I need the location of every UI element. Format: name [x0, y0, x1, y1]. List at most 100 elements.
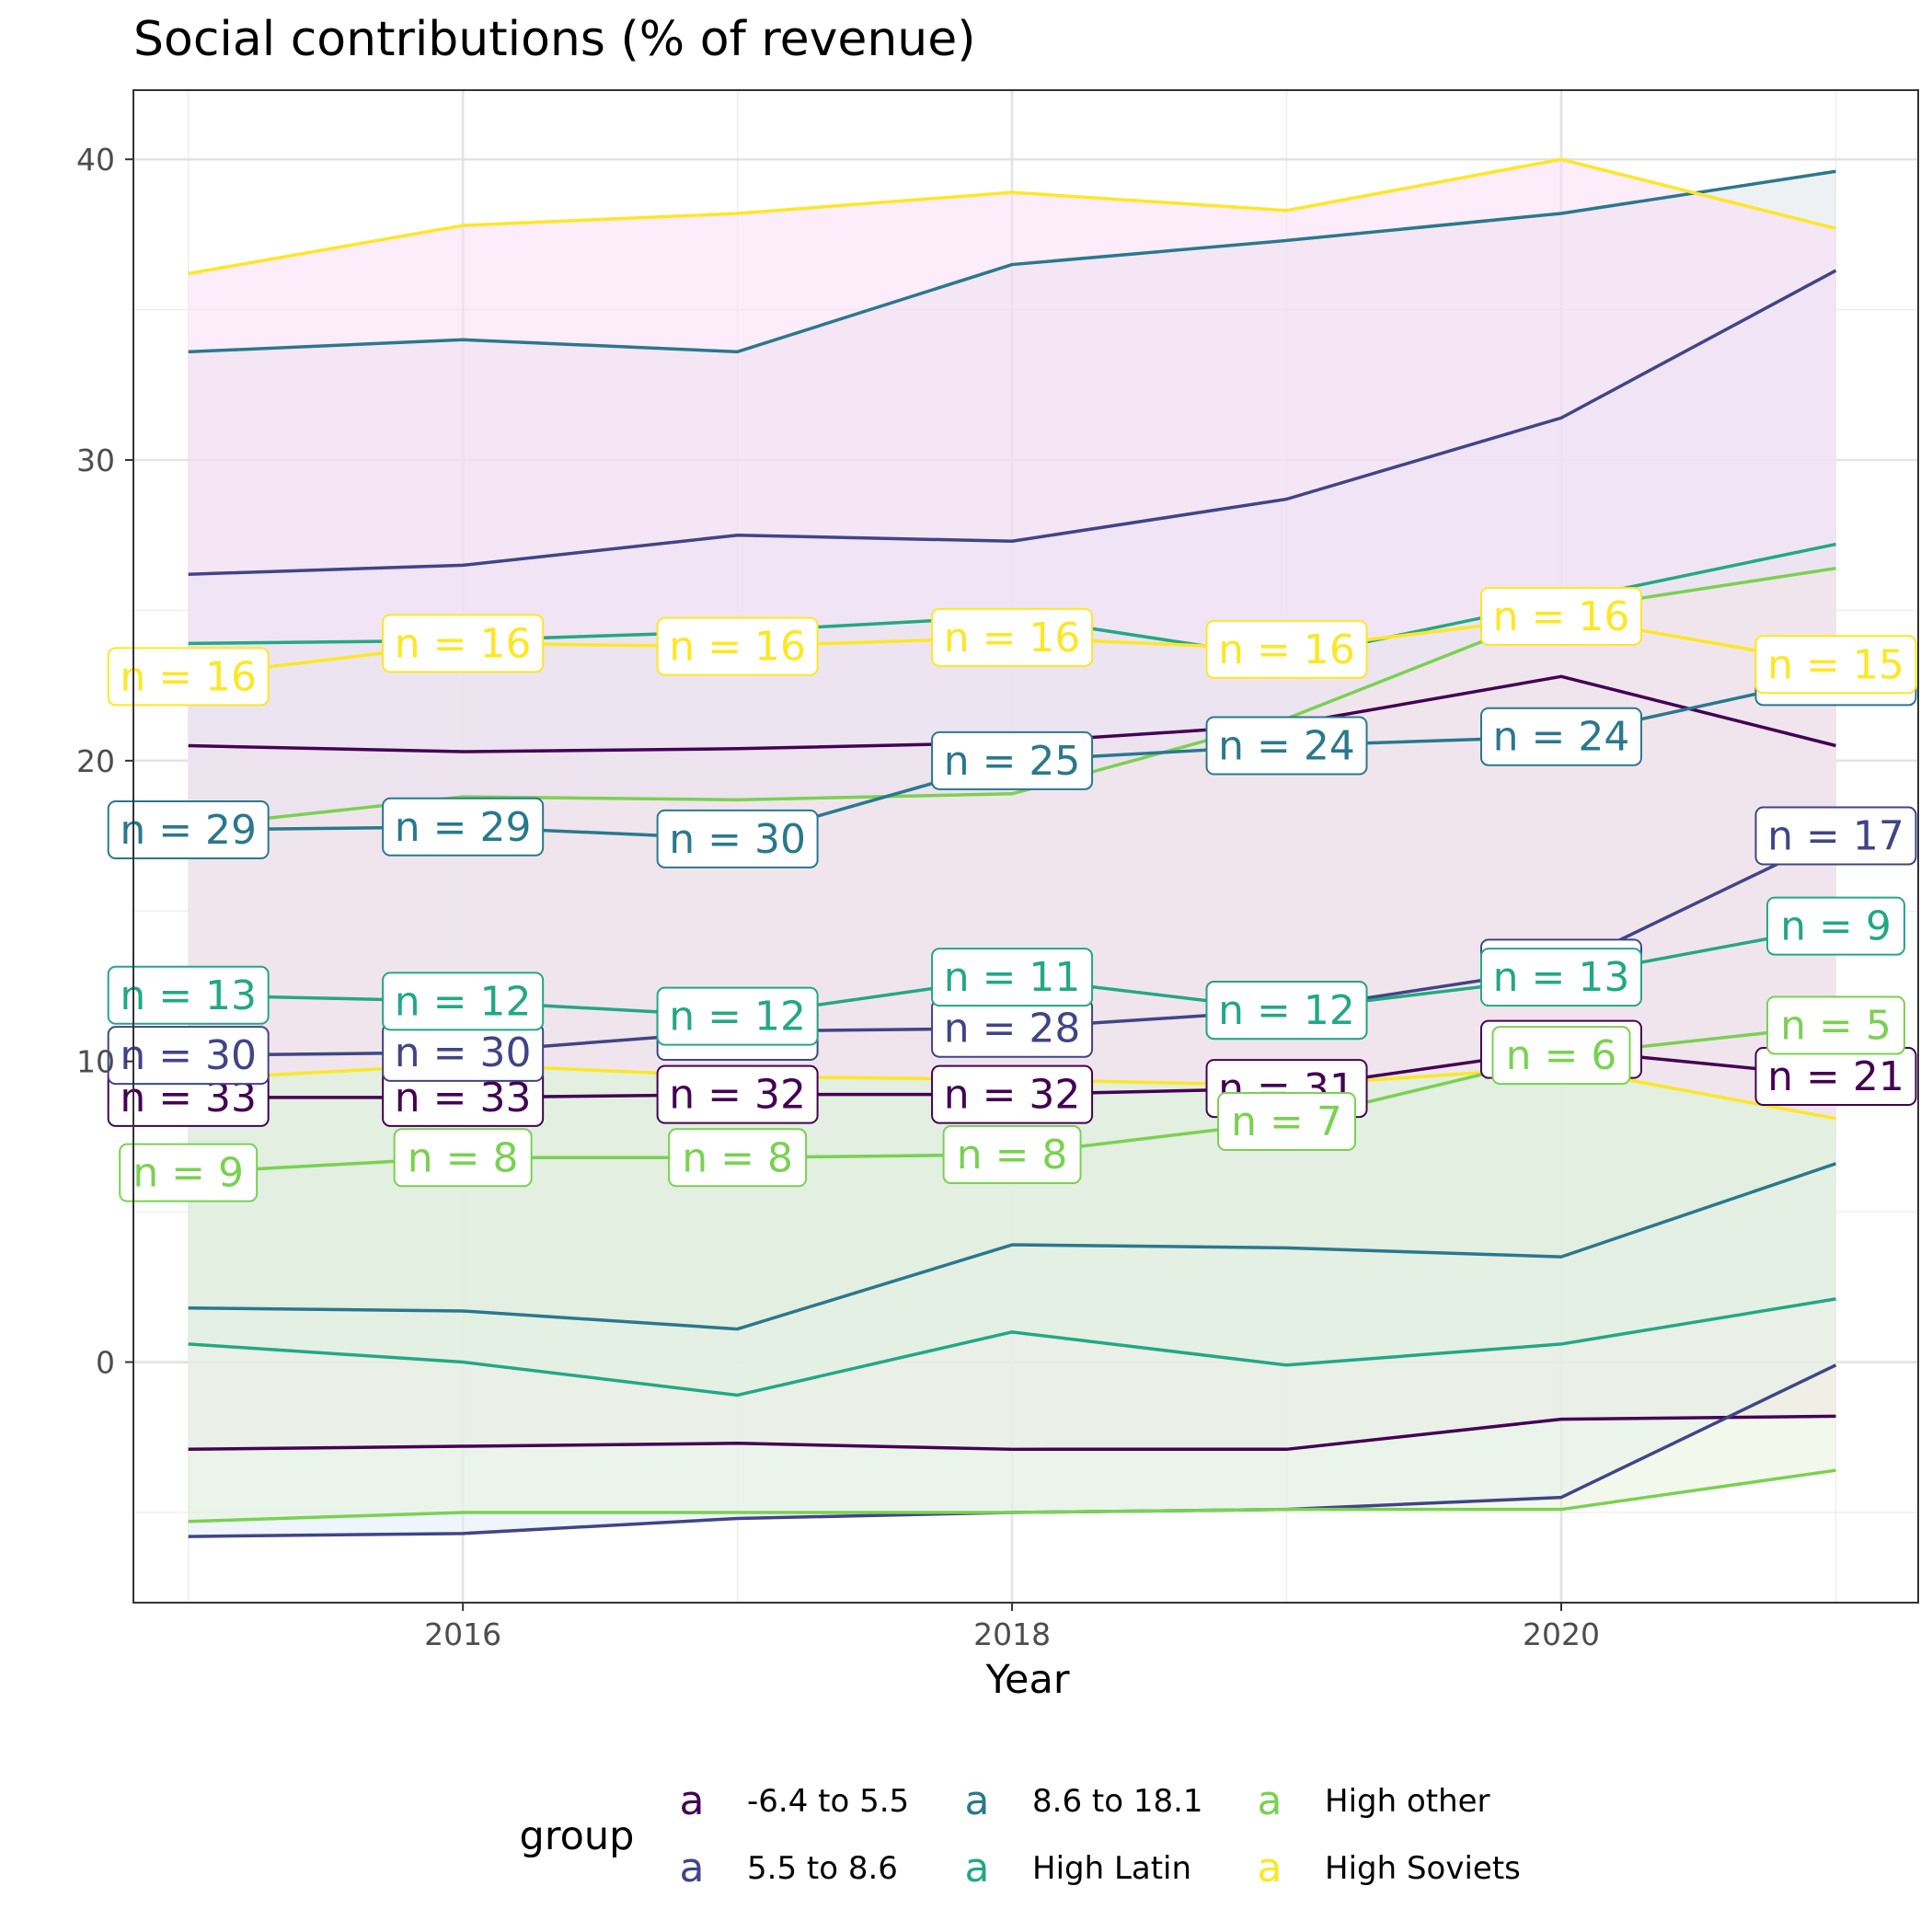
- legend-key-glyph: a: [965, 1845, 990, 1892]
- n-label-text: n = 12: [395, 978, 532, 1025]
- n-label: n = 9: [119, 1143, 259, 1202]
- series-lower-line-4: [188, 1468, 1836, 1524]
- n-label-box: [1491, 1026, 1631, 1086]
- n-label-box: [393, 1128, 533, 1188]
- n-label: n = 28: [931, 998, 1094, 1058]
- y-tick-label: 20: [76, 743, 115, 779]
- n-label-text: n = 9: [1780, 903, 1892, 950]
- n-label-box: [1754, 635, 1917, 695]
- series-upper-line-1: [188, 269, 1837, 576]
- n-label-box: [942, 1125, 1082, 1185]
- n-labels: n = 33n = 33n = 32n = 32n = 31n = 30n = …: [107, 586, 1917, 1202]
- n-label-text: n = 16: [120, 653, 257, 700]
- n-label-text: n = 17: [1767, 813, 1904, 860]
- n-label: n = 33: [382, 1067, 545, 1127]
- n-label-box: [1480, 707, 1642, 766]
- n-label: n = 30: [107, 1026, 270, 1086]
- n-label: n = 24: [1480, 707, 1642, 766]
- n-label-text: n = 21: [1767, 1053, 1904, 1100]
- x-tick-label: 2016: [424, 1616, 501, 1652]
- n-label-box: [1480, 586, 1642, 646]
- plot-area: n = 33n = 33n = 32n = 32n = 31n = 30n = …: [107, 90, 1918, 1603]
- n-label-text: n = 6: [1506, 1032, 1617, 1079]
- n-label-text: n = 15: [1767, 641, 1904, 688]
- legend-item: a High Soviets: [1258, 1845, 1521, 1892]
- n-label: n = 25: [931, 730, 1094, 790]
- legend-label: High Latin: [1032, 1850, 1191, 1887]
- n-label-text: n = 28: [944, 1006, 1081, 1052]
- n-label-box: [1205, 716, 1368, 776]
- n-label: n = 15: [1754, 635, 1917, 695]
- legend-item: a -6.4 to 5.5: [680, 1777, 910, 1824]
- n-label-text: n = 11: [944, 954, 1081, 1001]
- n-label: n = 16: [1205, 619, 1368, 679]
- legend-item: a 8.6 to 18.1: [965, 1777, 1203, 1824]
- legend-label: High Soviets: [1325, 1850, 1521, 1887]
- n-label: n = 9: [1765, 896, 1905, 956]
- n-label-text: n = 25: [944, 738, 1081, 785]
- n-label-text: n = 5: [1780, 1002, 1892, 1049]
- n-label-text: n = 30: [120, 1032, 257, 1079]
- n-label: n = 8: [393, 1128, 533, 1188]
- n-label-box: [931, 948, 1094, 1007]
- n-label: n = 16: [656, 616, 819, 676]
- n-label-text: n = 12: [1218, 987, 1355, 1034]
- chart-title: Social contributions (% of revenue): [133, 12, 976, 67]
- x-tick-label: 2018: [973, 1616, 1051, 1652]
- n-label-box: [107, 965, 270, 1025]
- n-label: n = 30: [382, 1022, 545, 1082]
- n-label: n = 29: [382, 797, 545, 857]
- n-label-box: [107, 1026, 270, 1086]
- n-label-text: n = 30: [395, 1029, 532, 1076]
- n-label-text: n = 16: [669, 624, 806, 671]
- n-label-box: [107, 800, 270, 860]
- n-label-text: n = 33: [395, 1075, 532, 1121]
- n-label-text: n = 13: [120, 972, 257, 1019]
- legend-key-glyph: a: [1258, 1845, 1282, 1892]
- n-label: n = 13: [107, 965, 270, 1025]
- legend-key-glyph: a: [965, 1777, 990, 1824]
- series-upper-line-2: [188, 169, 1836, 354]
- n-label-box: [656, 616, 819, 676]
- x-axis-title: Year: [984, 1657, 1069, 1703]
- n-label-text: n = 16: [944, 615, 1081, 661]
- n-label: n = 11: [931, 948, 1094, 1007]
- n-label-box: [668, 1128, 808, 1188]
- legend-key-glyph: a: [680, 1845, 705, 1892]
- n-label-text: n = 8: [957, 1132, 1068, 1179]
- n-label: n = 32: [656, 1064, 819, 1124]
- n-label: n = 24: [1205, 716, 1368, 776]
- n-label-box: [382, 797, 545, 857]
- n-label: n = 8: [668, 1128, 808, 1188]
- y-tick-label: 40: [76, 142, 115, 178]
- n-label: n = 21: [1754, 1047, 1917, 1107]
- legend-item: a 5.5 to 8.6: [680, 1845, 898, 1892]
- legend-label: 5.5 to 8.6: [747, 1850, 898, 1887]
- n-label-text: n = 16: [395, 620, 532, 667]
- x-tick-label: 2020: [1523, 1616, 1600, 1652]
- legend-label: 8.6 to 18.1: [1032, 1783, 1203, 1820]
- n-label: n = 12: [382, 972, 545, 1031]
- n-label-box: [931, 607, 1094, 667]
- n-label-text: n = 24: [1218, 723, 1355, 770]
- n-label-text: n = 29: [395, 804, 532, 851]
- n-label-text: n = 13: [1493, 954, 1630, 1001]
- n-label-box: [931, 1064, 1094, 1124]
- axes: 2016 2018 2020 0 10 20 30 40: [76, 89, 1919, 1652]
- n-label-box: [1480, 948, 1642, 1007]
- series-upper-line-5: [188, 157, 1836, 276]
- n-label-box: [1765, 995, 1905, 1055]
- n-label: n = 12: [1205, 981, 1368, 1041]
- series-lower-line-0: [188, 1414, 1836, 1452]
- n-label: n = 8: [942, 1125, 1082, 1185]
- n-label: n = 16: [382, 614, 545, 673]
- n-label: n = 16: [107, 647, 270, 707]
- y-tick-label: 0: [96, 1345, 115, 1381]
- n-label-text: n = 7: [1231, 1098, 1342, 1145]
- plot-border: [132, 89, 1919, 1604]
- n-label-box: [382, 972, 545, 1031]
- n-label: n = 30: [656, 809, 819, 868]
- n-label-box: [656, 809, 819, 868]
- n-label-text: n = 29: [120, 807, 257, 854]
- series-lower-line-3: [188, 1297, 1836, 1397]
